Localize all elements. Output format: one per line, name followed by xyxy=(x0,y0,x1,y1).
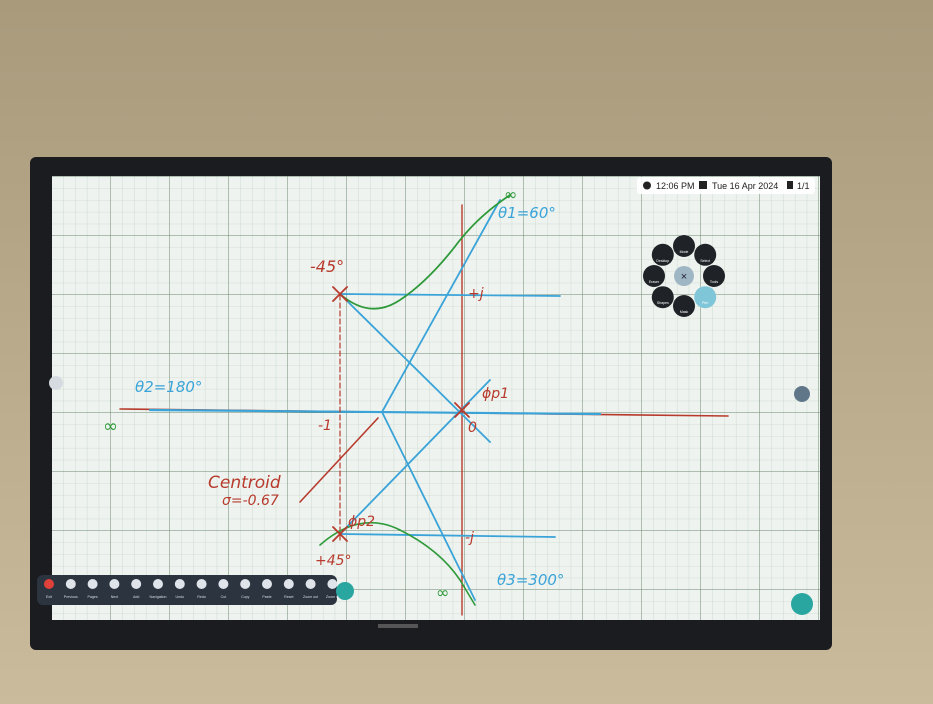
tool-label: Exit xyxy=(46,595,52,599)
label: -45° xyxy=(310,257,344,276)
tool-button[interactable] xyxy=(175,579,185,589)
label: ∞ xyxy=(103,416,118,437)
tool-label: Navigation xyxy=(150,595,167,599)
label: -j xyxy=(465,530,474,546)
label: σ=-0.67 xyxy=(222,493,279,509)
tool-label: Redo xyxy=(197,595,206,599)
tool-label: Copy xyxy=(241,595,250,599)
label: +45° xyxy=(315,553,352,569)
tool-button[interactable] xyxy=(262,579,272,589)
calendar-icon xyxy=(699,181,707,189)
radial-label: Mask xyxy=(680,310,689,314)
tool-label: Zoom in xyxy=(326,595,339,599)
label: ∞ xyxy=(504,185,517,204)
close-icon: × xyxy=(681,271,687,283)
left-handle[interactable] xyxy=(49,376,63,390)
tool-label: Previous xyxy=(64,595,78,599)
tool-button[interactable] xyxy=(66,579,76,589)
label: -1 xyxy=(318,418,332,434)
radial-menu: × Desktop Mode Select Tools Pen Mask Shapes Era… xyxy=(643,235,725,317)
tool-button[interactable] xyxy=(109,579,119,589)
tool-button[interactable] xyxy=(88,579,98,589)
radial-label: Tools xyxy=(710,280,718,284)
label: ϕp2 xyxy=(348,514,375,530)
right-handle[interactable] xyxy=(794,386,810,402)
clock-icon xyxy=(643,182,651,190)
time: 12:06 PM xyxy=(656,181,695,191)
toolbar: Exit Previous Pages Next Add Navigation Undo Re… xyxy=(37,575,354,605)
label: ∞ xyxy=(436,583,449,602)
tool-button[interactable] xyxy=(218,579,228,589)
tool-label: Add xyxy=(133,595,139,599)
tool-button[interactable] xyxy=(240,579,250,589)
tool-label: Undo xyxy=(176,595,185,599)
tool-label: Cut xyxy=(221,595,227,599)
tool-button[interactable] xyxy=(284,579,294,589)
label: θ2=180° xyxy=(135,378,202,396)
radial-label: Mode xyxy=(680,250,689,254)
tool-label: Paste xyxy=(262,595,271,599)
tool-label: Zoom out xyxy=(303,595,318,599)
tool-button[interactable] xyxy=(131,579,141,589)
status-bar: 12:06 PM Tue 16 Apr 2024 1/1 xyxy=(637,177,815,194)
tool-button[interactable] xyxy=(197,579,207,589)
tool-label: Next xyxy=(111,595,118,599)
tool-button[interactable] xyxy=(306,579,316,589)
page-count: 1/1 xyxy=(797,181,810,191)
label: θ1=60° xyxy=(498,204,556,222)
tv-logo xyxy=(378,624,418,628)
label: θ3=300° xyxy=(497,571,564,589)
radial-label: Desktop xyxy=(656,259,669,263)
label: Centroid xyxy=(208,473,281,493)
scene: -45° +j -j -1 0 θ1=60° θ2=180° θ3=300° C… xyxy=(0,0,933,704)
page-icon xyxy=(787,181,793,189)
radial-label: Shapes xyxy=(657,301,669,305)
tool-button[interactable] xyxy=(44,579,54,589)
label: +j xyxy=(468,286,484,302)
radial-label: Pen xyxy=(702,301,708,305)
radial-label: Eraser xyxy=(649,280,660,284)
date: Tue 16 Apr 2024 xyxy=(712,181,778,191)
label: 0 xyxy=(468,420,477,436)
corner-button[interactable] xyxy=(791,593,813,615)
tool-button[interactable] xyxy=(153,579,163,589)
toolbar-bg xyxy=(37,575,337,605)
page: {"status_bar": {"time": "12:06 PM", "dat… xyxy=(0,0,933,704)
radial-label: Select xyxy=(700,259,710,263)
label: ϕp1 xyxy=(482,386,509,402)
tool-label: Reset xyxy=(284,595,293,599)
tool-label: Pages xyxy=(87,595,97,599)
tool-button[interactable] xyxy=(327,579,337,589)
